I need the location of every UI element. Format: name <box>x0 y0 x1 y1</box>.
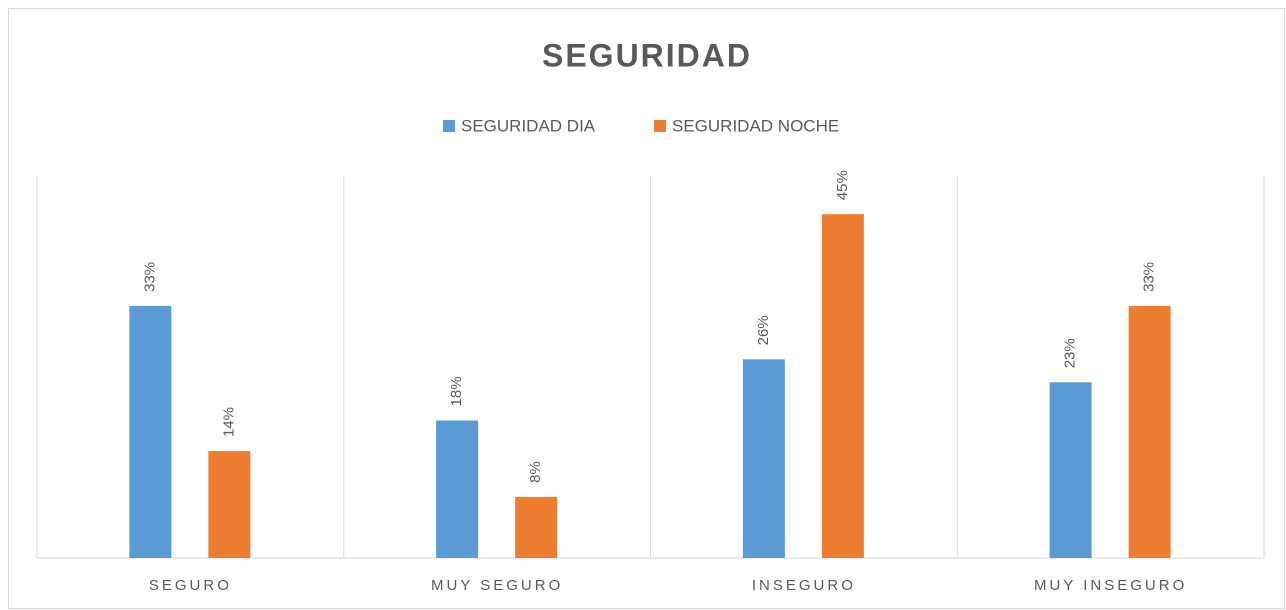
x-tick-label: MUY SEGURO <box>431 577 563 594</box>
data-label: 45% <box>834 170 851 200</box>
data-label: 33% <box>141 262 158 292</box>
bar <box>1049 382 1092 558</box>
bar <box>436 420 479 558</box>
chart-title: SEGURIDAD <box>542 37 752 73</box>
data-label: 26% <box>755 315 772 345</box>
bar <box>515 496 558 558</box>
data-label: 8% <box>527 461 544 483</box>
bar <box>208 451 251 558</box>
x-tick-label: MUY INSEGURO <box>1034 577 1187 594</box>
data-label: 23% <box>1062 338 1079 368</box>
data-label: 18% <box>448 376 465 406</box>
data-label: 14% <box>220 407 237 437</box>
bar <box>742 359 785 558</box>
bar <box>129 305 172 558</box>
bar <box>1128 305 1171 558</box>
bar <box>821 214 864 558</box>
x-tick-label: INSEGURO <box>752 577 856 594</box>
legend-label: SEGURIDAD DIA <box>461 116 596 135</box>
x-tick-label: SEGURO <box>149 577 232 594</box>
legend-swatch <box>443 120 455 132</box>
chart-border <box>8 8 1285 609</box>
legend-label: SEGURIDAD NOCHE <box>672 116 839 135</box>
legend-swatch <box>654 120 666 132</box>
data-label: 33% <box>1141 262 1158 292</box>
